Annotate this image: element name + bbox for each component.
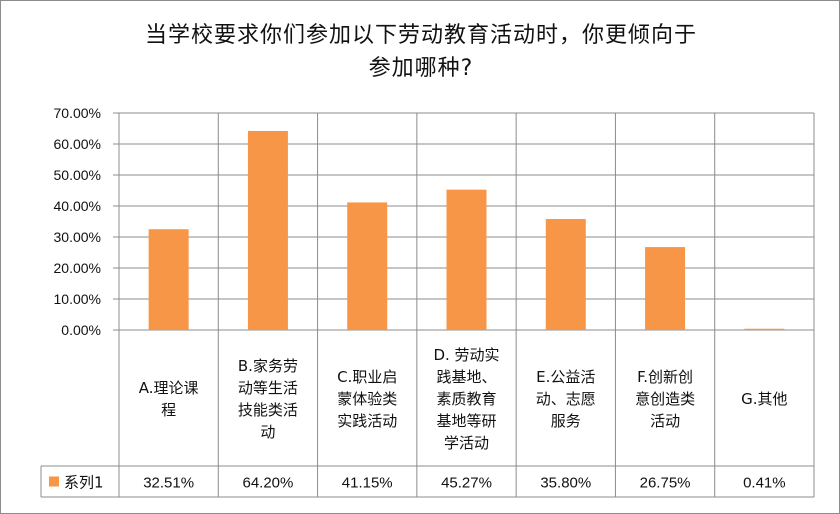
category-label: B.家务劳 xyxy=(238,357,298,375)
category-label: 实践活动 xyxy=(337,412,397,430)
y-tick-label: 40.00% xyxy=(54,198,101,214)
category-label: 学活动 xyxy=(444,434,489,452)
data-value-label: 26.75% xyxy=(640,475,691,492)
y-tick-label: 70.00% xyxy=(54,105,101,121)
y-tick-label: 30.00% xyxy=(54,229,101,245)
category-label: F.创新创 xyxy=(637,368,693,386)
data-value-label: 35.80% xyxy=(540,475,591,492)
category-label: 践基地、 xyxy=(436,368,496,386)
category-label: 动等生活 xyxy=(238,379,298,397)
y-tick-label: 20.00% xyxy=(54,260,101,276)
data-value-label: 64.20% xyxy=(242,475,293,492)
category-label: 蒙体验类 xyxy=(337,390,397,408)
data-value-label: 45.27% xyxy=(441,475,492,492)
bar xyxy=(148,229,189,330)
category-label: D. 劳动实 xyxy=(433,346,499,364)
category-label: 活动 xyxy=(650,412,680,430)
y-tick-label: 60.00% xyxy=(54,136,101,152)
category-label: E.公益活 xyxy=(536,368,595,386)
category-label: 意创造类 xyxy=(635,390,695,408)
category-label: 动、志愿 xyxy=(536,390,596,408)
bar xyxy=(247,130,288,330)
bar xyxy=(545,219,586,330)
y-tick-label: 0.00% xyxy=(61,322,101,338)
category-label: C.职业启 xyxy=(337,368,397,386)
bar xyxy=(347,202,388,330)
bar xyxy=(645,247,686,330)
category-label: 素质教育 xyxy=(436,390,496,408)
chart-title: 当学校要求你们参加以下劳动教育活动时，你更倾向于 参加哪种? xyxy=(61,19,781,85)
chart-title-line-2: 参加哪种? xyxy=(368,56,474,81)
y-tick-label: 10.00% xyxy=(54,291,101,307)
bar xyxy=(744,328,785,330)
category-label: 程 xyxy=(161,401,176,419)
legend-swatch xyxy=(49,476,59,487)
legend-series-name: 系列1 xyxy=(64,474,104,492)
category-label: 动 xyxy=(260,423,275,441)
data-value-label: 0.41% xyxy=(743,475,786,492)
category-label: 服务 xyxy=(551,412,581,430)
chart-title-line-1: 当学校要求你们参加以下劳动教育活动时，你更倾向于 xyxy=(144,23,697,48)
category-label: G.其他 xyxy=(741,390,787,408)
bar xyxy=(446,189,487,330)
category-label: 技能类活 xyxy=(238,401,298,419)
y-tick-label: 50.00% xyxy=(54,167,101,183)
category-label: 基地等研 xyxy=(436,412,496,430)
data-value-label: 32.51% xyxy=(143,475,194,492)
data-value-label: 41.15% xyxy=(342,475,393,492)
category-label: A.理论课 xyxy=(139,379,199,397)
